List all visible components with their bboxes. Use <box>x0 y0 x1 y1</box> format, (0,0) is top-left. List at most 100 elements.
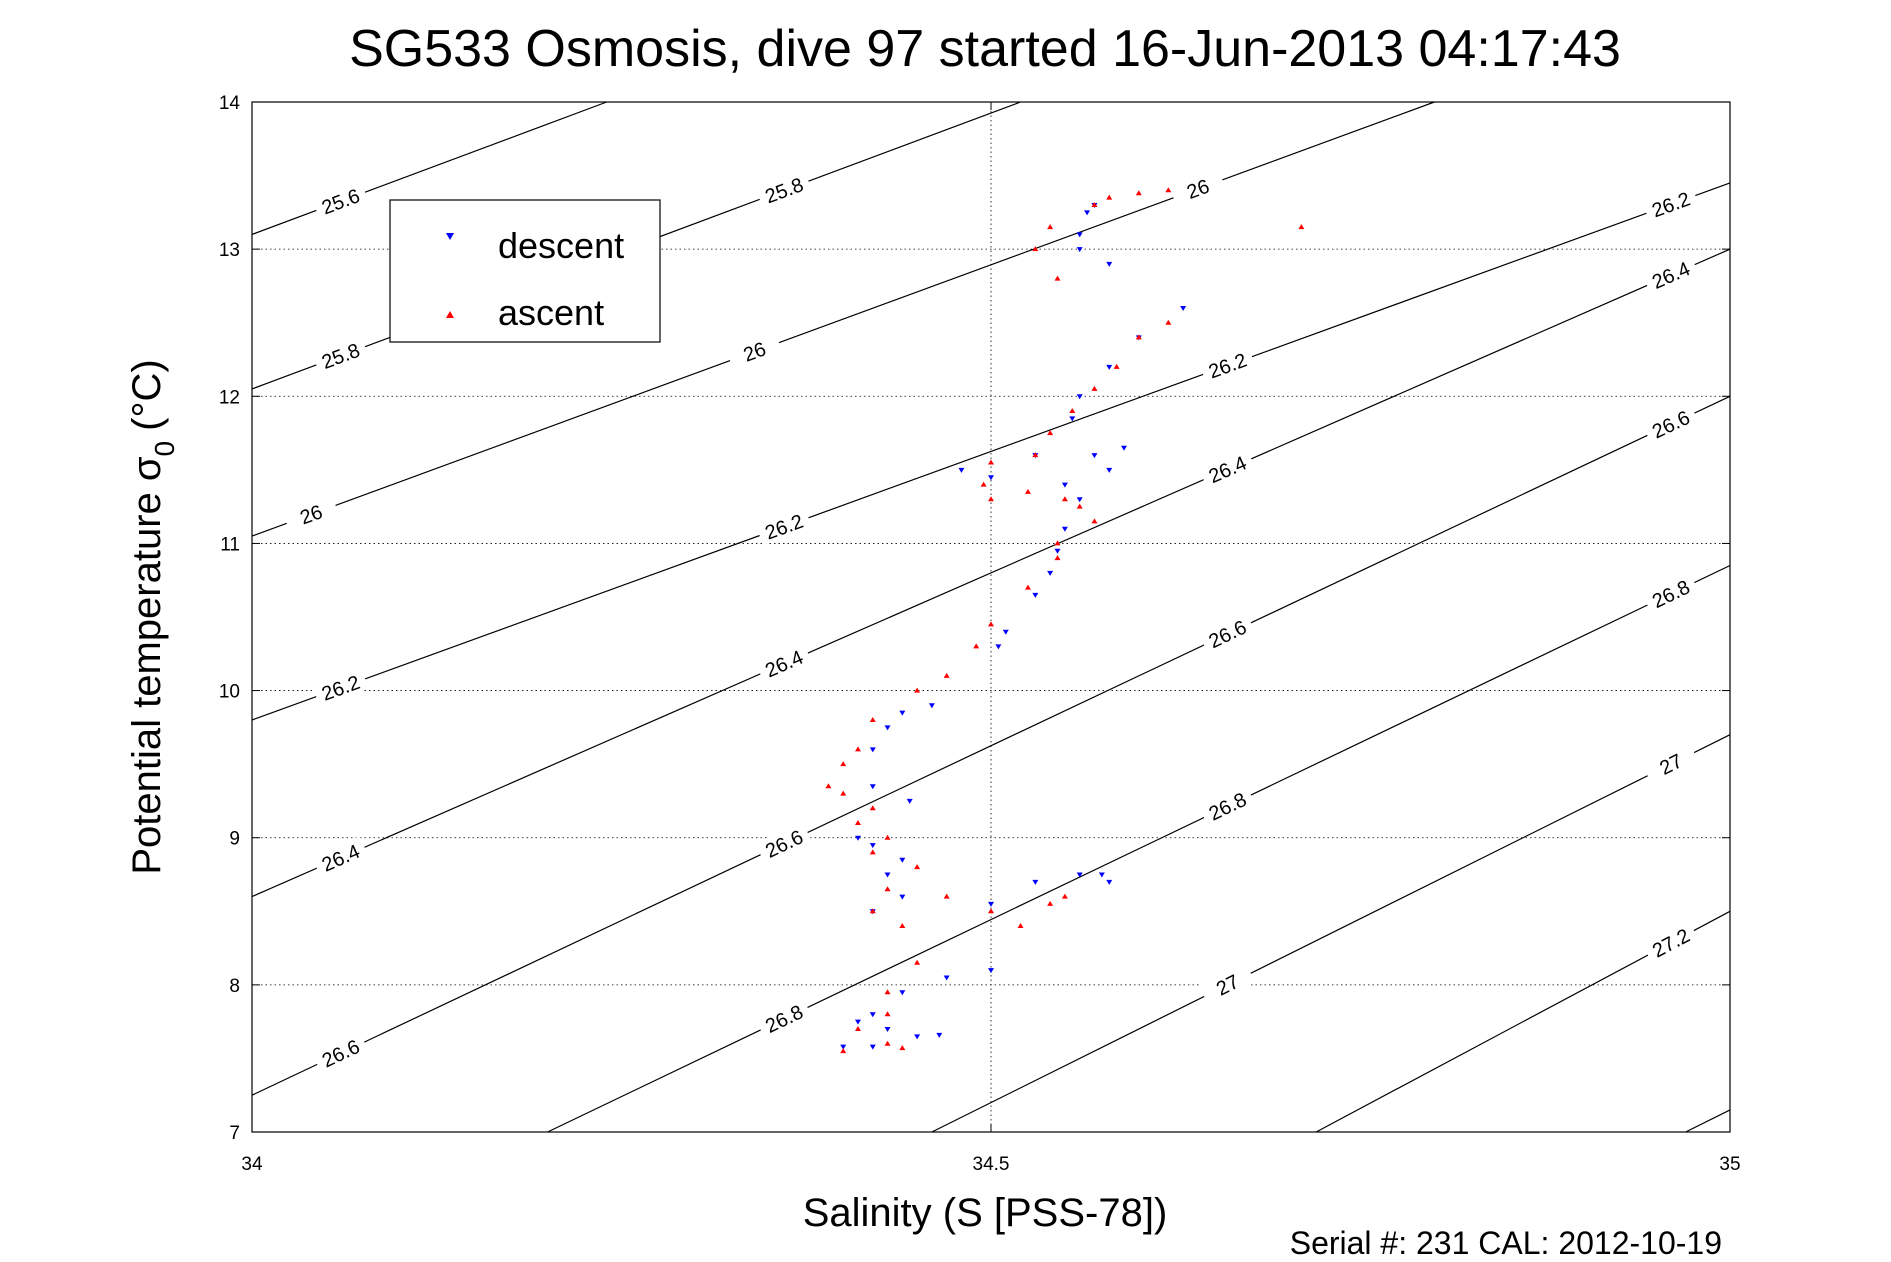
ascent-point <box>869 805 876 811</box>
ascent-point <box>1298 224 1305 230</box>
y-tick-label: 10 <box>219 682 240 703</box>
y-tick-label: 13 <box>219 240 240 261</box>
ascent-point <box>914 959 921 965</box>
ascent-point <box>899 923 906 928</box>
ascent-point <box>988 908 994 914</box>
contour-label-gap <box>1642 402 1699 445</box>
contour-label-gap <box>1169 168 1226 208</box>
ascent-point <box>1091 385 1098 391</box>
contour-label-gap <box>755 996 812 1039</box>
y-tick-label: 11 <box>220 534 240 555</box>
contour-label-gap <box>282 494 339 533</box>
descent-point <box>884 1027 891 1032</box>
density-contour-line <box>251 248 1731 898</box>
ascent-point <box>1165 187 1172 193</box>
x-tick-label: 34 <box>241 1154 263 1175</box>
y-axis-label-subscript: 0 <box>149 441 180 457</box>
ascent-point <box>884 834 891 840</box>
descent-point <box>884 725 891 731</box>
density-contour-line <box>251 395 1731 1096</box>
descent-point <box>1047 570 1054 576</box>
y-axis-label-unit: (°C) <box>125 359 169 431</box>
ascent-point <box>973 643 980 649</box>
ascent-point <box>1047 900 1054 906</box>
x-axis-label: Salinity (S [PSS-78]) <box>803 1191 1168 1235</box>
descent-point <box>869 1044 876 1050</box>
contour-label-gap <box>312 335 369 375</box>
ascent-point <box>1054 275 1061 281</box>
ascent-point <box>988 496 994 502</box>
descent-point <box>1106 261 1113 267</box>
y-tick-label: 7 <box>229 1123 240 1144</box>
density-contours: 25.625.825.826262626.226.226.226.226.426… <box>251 101 1731 1133</box>
ascent-point <box>884 989 891 995</box>
descent-point <box>1076 872 1083 878</box>
descent-point <box>840 1044 847 1050</box>
y-tick-label: 12 <box>219 387 240 408</box>
grid-lines <box>252 102 1730 1132</box>
ascent-point <box>1047 430 1054 436</box>
descent-series <box>840 203 1187 1050</box>
ascent-point <box>1047 224 1054 230</box>
contour-label-gap <box>1642 741 1699 785</box>
descent-point <box>1069 416 1076 422</box>
svg-text:Potential temperature σ0(°C): Potential temperature σ0 (°C) <box>125 359 180 874</box>
ascent-point <box>884 886 891 892</box>
chart-title: SG533 Osmosis, dive 97 started 16-Jun-20… <box>349 20 1621 78</box>
contour-label-gap <box>755 169 812 209</box>
ascent-point <box>1091 518 1098 524</box>
ascent-point <box>840 790 847 796</box>
ascent-point <box>988 621 994 627</box>
descent-point <box>869 1012 876 1018</box>
ascent-point <box>854 820 861 825</box>
ascent-point <box>840 1048 847 1054</box>
ascent-point <box>943 893 950 899</box>
descent-point <box>1061 482 1068 488</box>
descent-point <box>1032 879 1039 885</box>
serial-cal-footer: Serial #: 231 CAL: 2012-10-19 <box>1290 1225 1722 1261</box>
ascent-point <box>1091 202 1098 207</box>
descent-point <box>869 747 876 753</box>
descent-point <box>936 1032 943 1038</box>
contour-label-gap <box>312 1031 369 1074</box>
contour-label-gap <box>755 821 812 864</box>
x-tick-label: 35 <box>1719 1154 1740 1175</box>
contour-label-gap <box>1198 611 1256 655</box>
y-tick-label: 14 <box>219 93 241 114</box>
descent-point <box>1084 210 1091 216</box>
descent-point <box>988 475 994 481</box>
ascent-point <box>1032 246 1039 252</box>
descent-point <box>869 843 876 849</box>
contour-label-gap <box>1642 571 1699 615</box>
contour-label-gap <box>1642 919 1699 964</box>
descent-point <box>1076 394 1083 400</box>
axis-ticks: 34 34.5 35 7 8 9 10 11 12 13 14 <box>219 93 1741 1175</box>
y-axis-label: Potential temperature σ0 (°C) <box>125 359 180 874</box>
contour-label-gap <box>1198 447 1256 489</box>
ascent-point <box>988 459 994 465</box>
ascent-point <box>1135 334 1142 340</box>
density-contour-line <box>547 564 1731 1133</box>
ascent-point <box>840 761 847 767</box>
descent-point <box>1061 526 1068 532</box>
y-tick-label: 9 <box>229 829 240 850</box>
ascent-point <box>884 1040 891 1046</box>
legend-descent-marker <box>446 233 454 240</box>
legend-ascent-label: ascent <box>498 292 604 333</box>
ascent-point <box>1113 363 1120 369</box>
density-contour-line <box>251 182 1731 721</box>
descent-point <box>1054 548 1061 554</box>
y-axis-label-main: Potential temperature σ <box>125 456 169 875</box>
ascent-point <box>1032 452 1039 458</box>
x-tick-label: 34.5 <box>973 1154 1010 1175</box>
ascent-point <box>1061 496 1068 502</box>
ascent-point <box>869 717 876 722</box>
contour-label-gap <box>1198 962 1256 1006</box>
contour-label-gap <box>1642 184 1699 223</box>
descent-point <box>1032 592 1039 598</box>
descent-point <box>1106 364 1113 370</box>
ascent-point <box>1106 194 1113 200</box>
descent-point <box>899 857 906 863</box>
ascent-point <box>854 1026 861 1031</box>
